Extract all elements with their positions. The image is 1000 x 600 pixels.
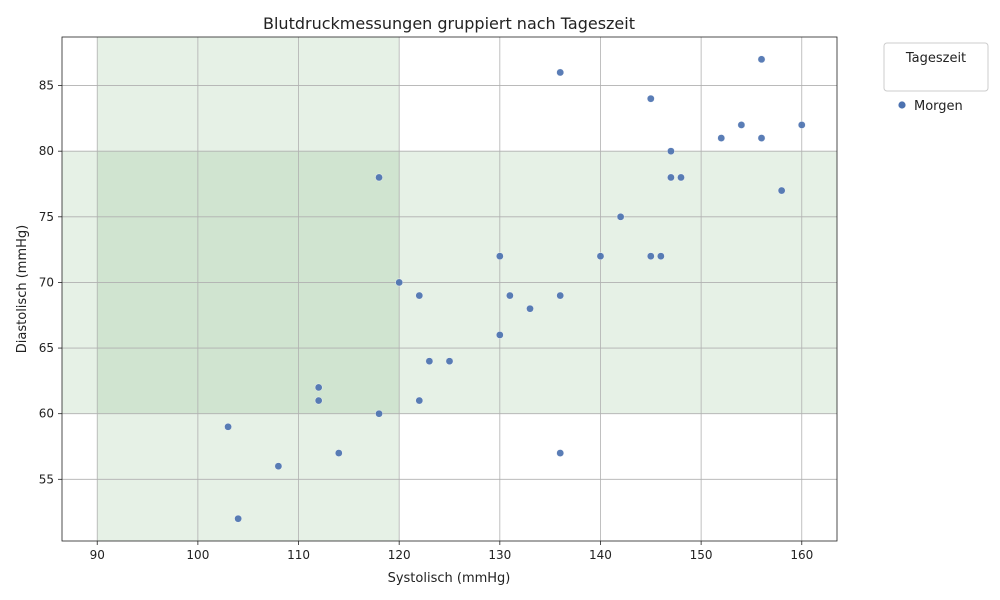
x-tick-label: 120 <box>388 548 411 562</box>
y-tick-label: 65 <box>39 341 54 355</box>
data-point <box>375 409 383 418</box>
data-point <box>556 68 565 77</box>
y-tick-label: 55 <box>39 472 54 486</box>
y-tick-label: 80 <box>39 144 54 158</box>
data-point <box>667 147 675 155</box>
plot-frame <box>61 36 838 542</box>
data-point <box>717 134 726 142</box>
x-axis-ticks: 90 100 110 120 130 140 150 160 <box>90 541 813 562</box>
x-tick-label: 90 <box>90 548 105 562</box>
y-axis-ticks: 55 60 65 70 75 80 85 <box>39 79 62 486</box>
data-point <box>737 121 746 129</box>
legend-box <box>883 42 989 92</box>
data-point <box>415 396 424 405</box>
y-tick-label: 60 <box>39 407 54 421</box>
y-tick-label: 75 <box>39 210 54 224</box>
data-point <box>526 304 534 313</box>
data-point <box>496 252 504 260</box>
y-tick-label: 70 <box>39 275 54 289</box>
shaded-regions <box>62 37 837 541</box>
data-point <box>395 278 403 287</box>
data-point <box>646 252 655 260</box>
data-point <box>425 357 434 365</box>
x-tick-label: 140 <box>589 548 612 562</box>
grid-lines <box>62 37 837 541</box>
data-point <box>596 252 605 260</box>
x-tick-label: 100 <box>186 548 209 562</box>
data-point <box>445 357 454 365</box>
legend-marker-morgen <box>898 101 906 109</box>
data-point <box>224 423 232 431</box>
data-point <box>657 252 665 260</box>
data-point <box>556 449 565 457</box>
data-point <box>757 55 766 64</box>
data-point <box>506 291 514 300</box>
legend-entry-morgen: Morgen <box>914 99 963 114</box>
shaded-region-1 <box>97 37 400 541</box>
data-point <box>616 213 625 221</box>
y-tick-label: 85 <box>39 79 54 93</box>
x-tick-label: 130 <box>488 548 511 562</box>
legend-title: Tageszeit <box>905 51 966 66</box>
x-axis-label: Systolisch (mmHg) <box>388 571 511 586</box>
x-tick-label: 110 <box>287 548 310 562</box>
data-point <box>556 291 565 300</box>
x-tick-label: 160 <box>790 548 813 562</box>
data-point <box>415 291 424 300</box>
data-point <box>797 121 806 129</box>
data-point <box>334 449 343 457</box>
data-point <box>234 514 242 523</box>
chart-title: Blutdruckmessungen gruppiert nach Tagesz… <box>263 14 635 33</box>
data-point <box>667 173 675 182</box>
data-point <box>375 173 383 182</box>
data-point <box>496 331 504 339</box>
data-point <box>274 462 283 470</box>
data-point <box>757 134 766 142</box>
data-point <box>314 396 323 405</box>
data-points <box>224 55 806 523</box>
x-tick-label: 150 <box>690 548 713 562</box>
data-point <box>314 383 323 392</box>
data-point <box>777 186 786 195</box>
y-axis-label: Diastolisch (mmHg) <box>15 225 30 353</box>
legend: Tageszeit Morgen <box>883 42 989 114</box>
data-point <box>677 173 685 182</box>
data-point <box>646 94 655 103</box>
